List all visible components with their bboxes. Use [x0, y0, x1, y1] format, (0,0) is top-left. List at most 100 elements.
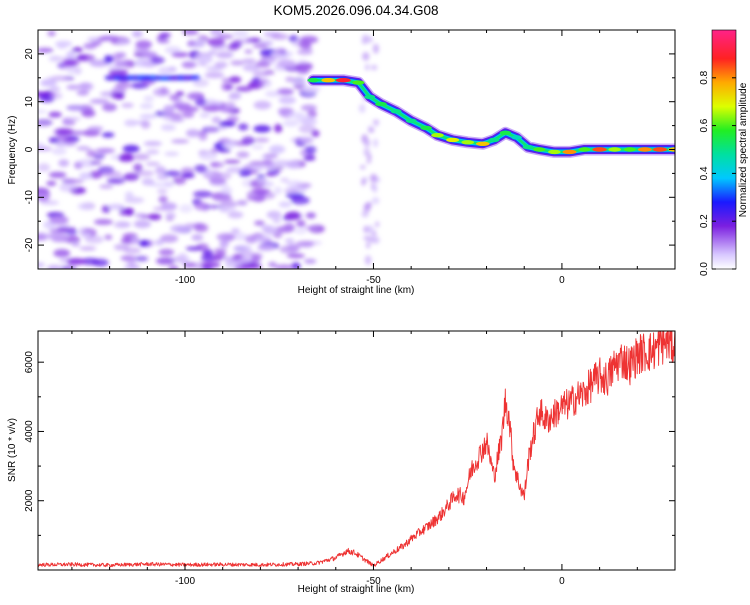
noise-blob: [165, 212, 176, 219]
y-tick-label: 0: [24, 146, 35, 152]
noise-blob: [226, 116, 239, 123]
noise-blob: [363, 225, 369, 233]
noise-blob: [158, 248, 175, 256]
noise-blob: [255, 61, 271, 68]
noise-blob: [285, 211, 301, 220]
noise-blob: [110, 92, 125, 100]
noise-blob: [46, 180, 57, 186]
noise-blob: [81, 109, 96, 118]
x-tick-label: -100: [175, 576, 195, 587]
noise-blob: [212, 254, 223, 262]
noise-blob: [174, 102, 192, 108]
noise-blob: [66, 84, 81, 90]
noise-blob: [133, 163, 143, 172]
noise-blob: [119, 207, 128, 217]
colorbar-tick-label: 0.2: [699, 214, 710, 228]
snr-y-axis-label: SNR (10 * v/v): [7, 418, 18, 482]
noise-blob: [208, 104, 220, 110]
noise-blob: [252, 79, 269, 84]
noise-blob: [66, 65, 77, 74]
noise-blob: [265, 172, 276, 177]
noise-blob: [143, 95, 155, 102]
noise-blob: [169, 94, 180, 101]
noise-blob: [123, 247, 141, 255]
noise-blob: [268, 261, 277, 268]
noise-blob: [104, 234, 113, 240]
noise-blob: [163, 170, 182, 177]
noise-blob: [71, 47, 83, 52]
ridge-peak: [652, 147, 668, 152]
noise-blob: [40, 200, 60, 205]
noise-blob: [48, 171, 67, 179]
noise-blob: [101, 170, 122, 178]
noise-blob: [76, 146, 91, 151]
noise-blob: [158, 66, 172, 75]
noise-blob: [115, 82, 133, 89]
noise-blob: [298, 124, 316, 134]
noise-blob: [301, 85, 321, 94]
spectrogram-x-axis-label: Height of straight line (km): [298, 285, 415, 296]
noise-blob: [216, 233, 236, 241]
noise-blob: [58, 159, 70, 167]
noise-blob: [372, 119, 380, 124]
ridge-peak: [420, 125, 433, 131]
noise-blob: [160, 124, 176, 131]
noise-blob: [198, 132, 208, 141]
noise-blob: [192, 78, 209, 88]
noise-blob: [155, 257, 175, 265]
noise-blob: [156, 175, 169, 180]
y-tick-label: -20: [24, 237, 35, 252]
noise-blob: [193, 223, 209, 233]
noise-blob: [131, 30, 143, 38]
early-ridge-blob: [190, 75, 201, 81]
noise-blob: [244, 49, 253, 54]
noise-blob: [273, 166, 284, 171]
noise-blob: [182, 61, 196, 69]
noise-blob: [274, 264, 294, 269]
noise-blob: [53, 249, 71, 258]
noise-blob: [214, 61, 228, 69]
ridge-peak: [446, 137, 460, 143]
noise-blob: [99, 184, 114, 189]
noise-blob: [66, 50, 76, 60]
noise-blob: [138, 239, 150, 247]
noise-blob: [108, 69, 129, 76]
noise-blob: [159, 32, 171, 39]
colorbar-tick-label: 0.4: [699, 166, 710, 180]
noise-blob: [83, 42, 97, 50]
noise-blob: [75, 54, 88, 60]
noise-blob: [79, 246, 97, 251]
noise-blob: [103, 55, 114, 64]
noise-blob: [220, 106, 234, 113]
noise-blob: [364, 64, 370, 71]
noise-blob: [191, 234, 204, 241]
noise-blob: [49, 86, 61, 92]
noise-blob: [170, 139, 190, 144]
noise-blob: [89, 98, 110, 104]
noise-blob: [241, 136, 255, 146]
noise-blob: [150, 56, 165, 65]
y-tick-label: 2000: [24, 489, 35, 512]
noise-blob: [86, 149, 96, 158]
noise-blob: [160, 202, 177, 211]
noise-blob: [242, 58, 256, 64]
noise-blob: [155, 166, 167, 175]
noise-blob: [194, 201, 207, 211]
ridge-peak: [533, 147, 546, 152]
noise-blob: [175, 91, 185, 96]
noise-blob: [300, 117, 318, 126]
noise-blob: [304, 225, 319, 231]
noise-blob: [236, 151, 250, 158]
snr-x-ticks: -100 -50 0: [71, 331, 676, 587]
noise-blob: [38, 233, 47, 241]
noise-blob: [371, 236, 380, 244]
noise-blob: [121, 102, 134, 108]
noise-blob: [236, 200, 248, 206]
noise-blob: [365, 242, 371, 249]
noise-blob: [146, 149, 160, 155]
ridge-peak: [352, 80, 365, 85]
noise-blob: [87, 126, 104, 132]
noise-blob: [111, 53, 122, 62]
colorbar-gradient: [711, 29, 737, 270]
ridge-peak: [592, 147, 607, 152]
